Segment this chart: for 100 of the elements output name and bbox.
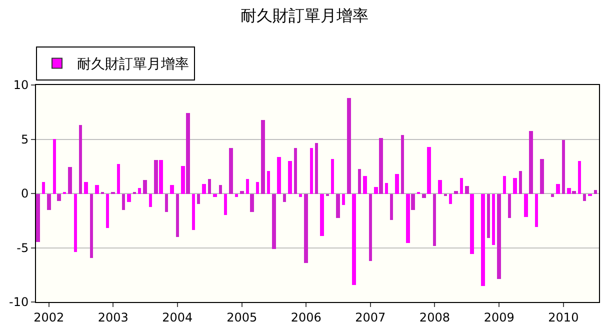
bar	[143, 180, 147, 194]
bar	[379, 138, 383, 194]
bar	[470, 194, 474, 254]
bar	[90, 194, 93, 258]
bar	[369, 194, 372, 261]
bar	[202, 184, 206, 194]
bar	[159, 160, 163, 194]
bar	[208, 179, 211, 194]
bar	[165, 194, 168, 212]
bar	[374, 187, 378, 194]
y-tick-label: 10	[13, 78, 29, 92]
bar	[181, 166, 185, 194]
bar	[95, 185, 99, 194]
bar	[192, 194, 195, 230]
bar	[529, 131, 533, 194]
bar	[229, 148, 233, 194]
bar	[492, 194, 495, 245]
bar	[347, 98, 351, 194]
bar	[583, 194, 586, 201]
bar	[465, 186, 469, 194]
bar	[224, 194, 227, 215]
bar	[578, 161, 581, 194]
bar	[320, 194, 324, 236]
bar	[524, 194, 528, 217]
bar	[304, 194, 308, 263]
bar	[277, 157, 281, 194]
bar	[503, 176, 506, 194]
chart-title: 耐久財訂單月增率	[240, 6, 368, 26]
bar	[261, 120, 265, 194]
bar	[411, 194, 415, 210]
bar	[246, 179, 249, 194]
bar	[395, 174, 399, 194]
x-tick-label: 2005	[226, 310, 258, 324]
bar	[122, 194, 125, 210]
bar	[497, 194, 501, 279]
bar	[460, 178, 463, 194]
bar	[256, 182, 259, 194]
bar	[427, 147, 431, 194]
bar	[267, 171, 270, 194]
x-tick-label: 2007	[355, 310, 386, 324]
bar	[352, 194, 356, 285]
bar	[272, 194, 276, 249]
bar	[390, 194, 393, 220]
bar	[138, 188, 141, 194]
bar	[508, 194, 511, 218]
bar	[406, 194, 410, 243]
bar	[235, 194, 238, 197]
bar	[556, 184, 560, 194]
bar	[170, 185, 174, 194]
bar	[315, 143, 318, 194]
bar	[299, 194, 302, 197]
bar	[53, 139, 56, 194]
bar	[288, 161, 292, 194]
bar	[535, 194, 538, 227]
x-tick-label: 2008	[419, 310, 450, 324]
bar	[519, 171, 522, 194]
bar	[481, 194, 485, 286]
bar	[186, 113, 190, 194]
bar	[358, 169, 361, 194]
bar	[213, 194, 217, 197]
bar	[331, 159, 334, 194]
x-tick-label: 2003	[98, 310, 128, 324]
bar	[68, 167, 72, 194]
y-tick-label: -10	[8, 295, 29, 310]
bar	[336, 194, 340, 218]
bar	[342, 194, 345, 205]
y-tick-label: 0	[20, 186, 29, 201]
bar	[74, 194, 77, 252]
x-tick-label: 2010	[548, 310, 579, 324]
bar	[401, 135, 404, 194]
bar	[127, 194, 131, 202]
bar	[176, 194, 179, 237]
x-tick-label: 2002	[34, 310, 64, 324]
bar	[487, 194, 490, 238]
bar	[106, 194, 109, 228]
bar	[572, 191, 576, 194]
bar	[385, 183, 388, 194]
bar	[513, 178, 517, 194]
x-tick-label: 2004	[162, 310, 193, 324]
bar	[433, 194, 436, 246]
bar	[294, 148, 297, 194]
bar	[219, 185, 222, 194]
bar	[47, 194, 51, 210]
bar	[562, 140, 565, 194]
bar	[79, 125, 82, 194]
legend-label: 耐久財訂單月增率	[77, 56, 189, 73]
bar	[540, 159, 544, 194]
bar	[594, 190, 597, 194]
bar	[422, 194, 426, 198]
bar	[240, 191, 244, 194]
bar	[154, 160, 158, 194]
bar	[551, 194, 554, 197]
bar	[454, 191, 458, 194]
bar	[438, 180, 442, 194]
bar	[283, 194, 286, 202]
bar	[363, 176, 367, 194]
bar	[250, 194, 254, 212]
x-tick-label: 2009	[484, 310, 514, 324]
y-tick-label: 5	[20, 132, 29, 146]
x-tick-label: 2006	[290, 310, 322, 324]
